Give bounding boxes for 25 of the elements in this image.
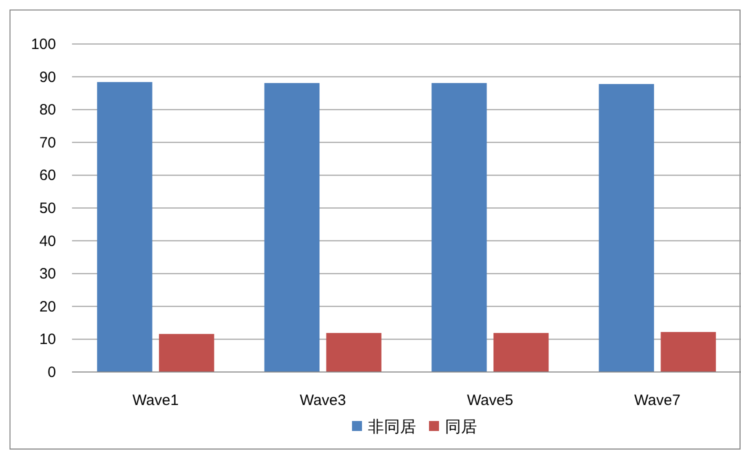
bar — [97, 82, 152, 372]
y-tick-label: 70 — [39, 134, 56, 152]
bar — [598, 84, 654, 372]
y-tick-label: 90 — [39, 68, 56, 86]
y-tick-label: 20 — [39, 298, 56, 316]
legend-label: 同居 — [445, 419, 477, 436]
y-tick-label: 30 — [39, 266, 56, 283]
bar — [264, 83, 320, 372]
bar — [158, 334, 214, 372]
y-tick-label: 100 — [30, 36, 56, 53]
x-tick-label: Wave3 — [300, 392, 346, 409]
y-tick-label: 60 — [39, 167, 56, 184]
y-tick-label: 10 — [39, 331, 56, 348]
bar — [660, 332, 716, 372]
y-tick-label: 80 — [39, 102, 56, 119]
y-tick-label: 0 — [48, 364, 56, 381]
x-tick-label: Wave7 — [634, 392, 680, 409]
x-tick-label: Wave5 — [467, 392, 514, 409]
bar — [326, 332, 382, 372]
x-tick-label: Wave1 — [132, 392, 179, 409]
y-tick-label: 50 — [39, 200, 56, 217]
y-tick-label: 40 — [39, 232, 56, 250]
bar — [493, 332, 549, 372]
legend-label: 非同居 — [368, 418, 416, 436]
bar — [432, 83, 487, 372]
